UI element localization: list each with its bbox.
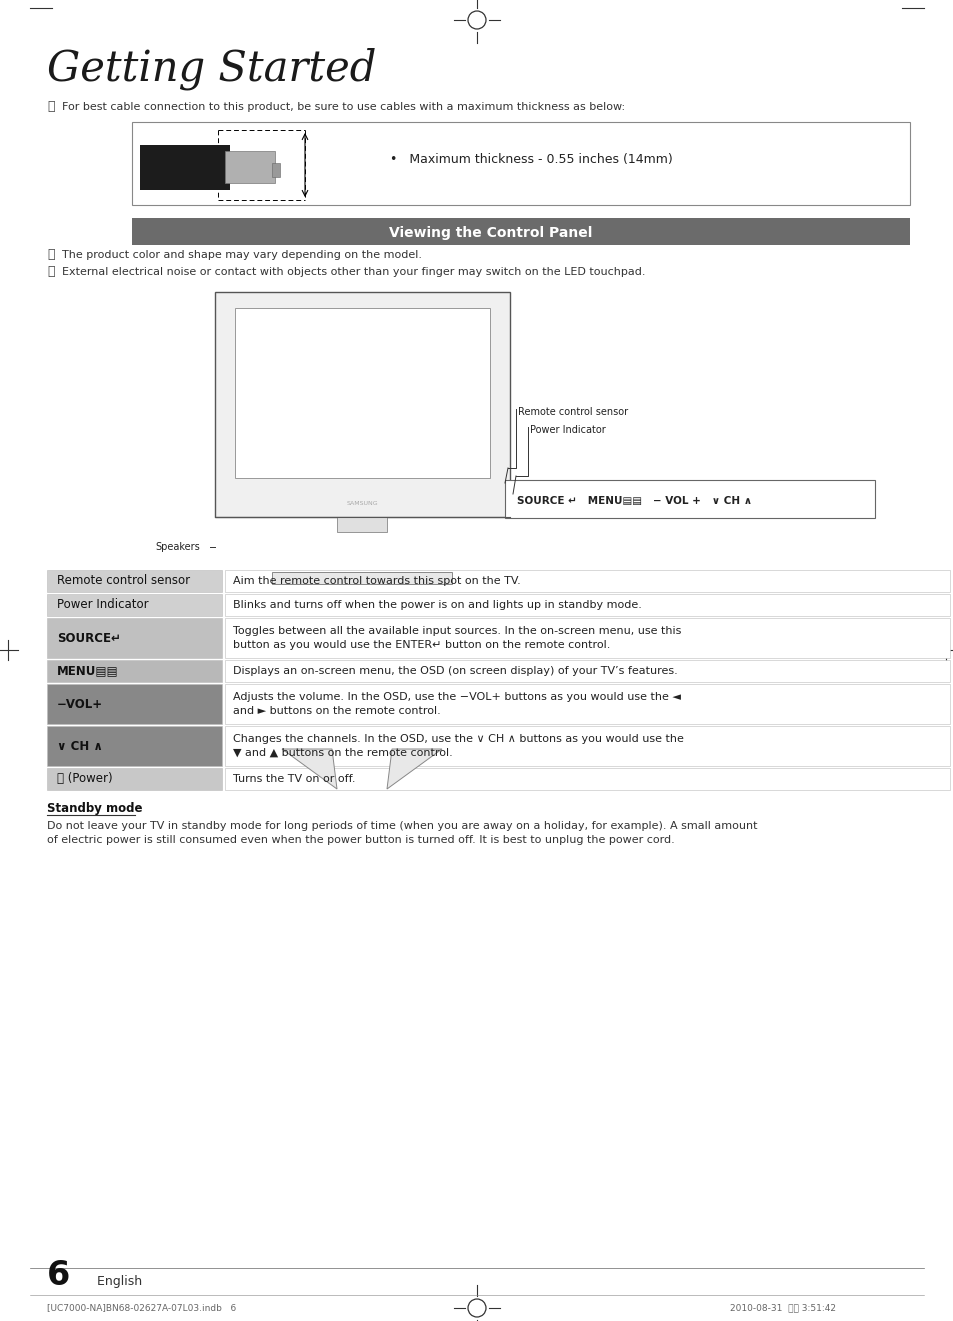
Text: Speakers: Speakers <box>154 542 199 552</box>
Bar <box>132 122 909 205</box>
Bar <box>225 618 949 658</box>
Bar <box>47 594 222 616</box>
Bar <box>132 218 909 244</box>
Bar <box>336 517 387 532</box>
Text: button as you would use the ENTER↵ button on the remote control.: button as you would use the ENTER↵ butto… <box>233 639 610 650</box>
Bar <box>272 572 452 584</box>
Text: ⑂: ⑂ <box>47 248 54 262</box>
Polygon shape <box>282 749 336 789</box>
Bar <box>225 684 949 724</box>
Text: SAMSUNG: SAMSUNG <box>346 501 377 506</box>
Text: 2010-08-31  오후 3:51:42: 2010-08-31 오후 3:51:42 <box>729 1303 835 1312</box>
Text: The product color and shape may vary depending on the model.: The product color and shape may vary dep… <box>62 250 421 260</box>
Bar <box>47 768 222 790</box>
Text: ⑂: ⑂ <box>47 266 54 277</box>
Text: 6: 6 <box>47 1259 71 1292</box>
Bar <box>272 162 280 177</box>
Text: •   Maximum thickness - 0.55 inches (14mm): • Maximum thickness - 0.55 inches (14mm) <box>390 153 672 166</box>
Bar <box>225 594 949 616</box>
Polygon shape <box>387 749 441 789</box>
Bar <box>225 727 949 766</box>
Text: ⑂: ⑂ <box>47 100 54 114</box>
Text: ▼ and ▲ buttons on the remote control.: ▼ and ▲ buttons on the remote control. <box>233 748 453 758</box>
Text: Power Indicator: Power Indicator <box>530 425 605 435</box>
Bar <box>140 145 230 190</box>
Text: Do not leave your TV in standby mode for long periods of time (when you are away: Do not leave your TV in standby mode for… <box>47 820 757 831</box>
Bar <box>47 660 222 682</box>
Text: ⏻ (Power): ⏻ (Power) <box>57 773 112 786</box>
Text: Remote control sensor: Remote control sensor <box>57 575 190 588</box>
Text: and ► buttons on the remote control.: and ► buttons on the remote control. <box>233 705 440 716</box>
Bar <box>47 618 222 658</box>
Text: of electric power is still consumed even when the power button is turned off. It: of electric power is still consumed even… <box>47 835 674 845</box>
Text: [UC7000-NA]BN68-02627A-07L03.indb   6: [UC7000-NA]BN68-02627A-07L03.indb 6 <box>47 1303 236 1312</box>
Text: Adjusts the volume. In the OSD, use the −VOL+ buttons as you would use the ◄: Adjusts the volume. In the OSD, use the … <box>233 692 680 701</box>
Text: Toggles between all the available input sources. In the on-screen menu, use this: Toggles between all the available input … <box>233 626 680 635</box>
Text: Remote control sensor: Remote control sensor <box>517 407 627 417</box>
Bar <box>225 151 274 184</box>
Bar <box>214 292 510 517</box>
Text: Blinks and turns off when the power is on and lights up in standby mode.: Blinks and turns off when the power is o… <box>233 600 641 610</box>
Text: Getting Started: Getting Started <box>47 48 376 90</box>
Text: MENU▤▤: MENU▤▤ <box>57 664 118 678</box>
Text: SOURCE ↵   MENU▤▤   − VOL +   ∨ CH ∧: SOURCE ↵ MENU▤▤ − VOL + ∨ CH ∧ <box>517 495 751 506</box>
Text: −VOL+: −VOL+ <box>57 697 103 711</box>
Text: External electrical noise or contact with objects other than your finger may swi: External electrical noise or contact wit… <box>62 267 645 277</box>
Bar <box>47 569 222 592</box>
Text: SOURCE↵: SOURCE↵ <box>57 631 121 645</box>
Text: For best cable connection to this product, be sure to use cables with a maximum : For best cable connection to this produc… <box>62 102 624 112</box>
Text: Viewing the Control Panel: Viewing the Control Panel <box>389 226 592 239</box>
Bar <box>504 480 874 518</box>
Text: Standby mode: Standby mode <box>47 802 142 815</box>
Bar <box>47 684 222 724</box>
Text: ⏻: ⏻ <box>849 495 855 505</box>
Circle shape <box>842 489 862 509</box>
Text: English: English <box>85 1275 142 1288</box>
Bar <box>225 768 949 790</box>
Bar <box>47 727 222 766</box>
Text: ∨ CH ∧: ∨ CH ∧ <box>57 740 103 753</box>
Text: Turns the TV on or off.: Turns the TV on or off. <box>233 774 355 783</box>
Text: Displays an on-screen menu, the OSD (on screen display) of your TV’s features.: Displays an on-screen menu, the OSD (on … <box>233 666 677 676</box>
Bar <box>225 569 949 592</box>
Bar <box>225 660 949 682</box>
Bar <box>234 308 490 478</box>
Text: Changes the channels. In the OSD, use the ∨ CH ∧ buttons as you would use the: Changes the channels. In the OSD, use th… <box>233 734 683 744</box>
Text: Power Indicator: Power Indicator <box>57 598 149 612</box>
Text: Aim the remote control towards this spot on the TV.: Aim the remote control towards this spot… <box>233 576 520 587</box>
